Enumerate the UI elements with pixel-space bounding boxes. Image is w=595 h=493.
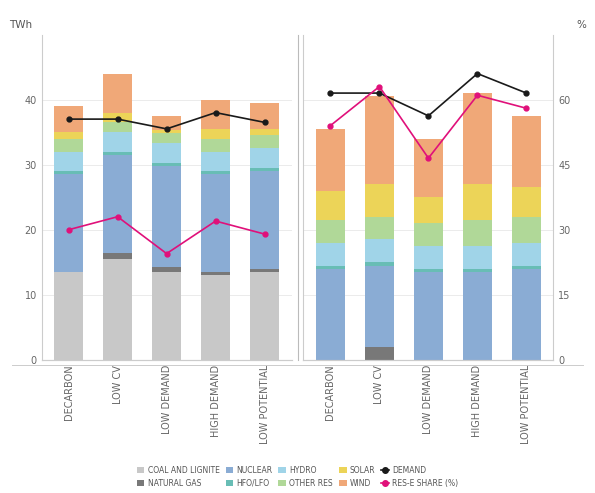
Bar	[414, 272, 443, 360]
Bar	[54, 132, 83, 139]
Bar	[54, 152, 83, 171]
Bar	[365, 184, 394, 217]
Bar	[463, 220, 492, 246]
Bar	[463, 269, 492, 272]
Bar	[152, 166, 181, 267]
Bar	[365, 262, 394, 266]
Bar	[365, 96, 394, 184]
Bar	[414, 139, 443, 197]
Bar	[365, 266, 394, 347]
Bar	[152, 143, 181, 163]
Bar	[414, 197, 443, 223]
Bar	[316, 243, 345, 266]
Bar	[54, 175, 83, 272]
Bar	[201, 275, 230, 360]
Bar	[512, 187, 541, 217]
Bar	[152, 267, 181, 272]
Bar	[152, 272, 181, 360]
Bar	[365, 217, 394, 240]
Bar	[250, 103, 279, 129]
Bar	[152, 116, 181, 130]
Bar	[250, 171, 279, 269]
Bar	[316, 269, 345, 360]
Bar	[201, 152, 230, 171]
Bar	[463, 246, 492, 269]
Bar	[103, 259, 132, 360]
Bar	[365, 240, 394, 262]
Bar	[414, 269, 443, 272]
Bar	[201, 100, 230, 129]
Bar	[201, 171, 230, 175]
Bar	[103, 112, 132, 122]
Text: TWh: TWh	[9, 20, 32, 30]
Bar	[54, 171, 83, 175]
Bar	[201, 272, 230, 275]
Bar	[316, 191, 345, 220]
Bar	[250, 272, 279, 360]
Bar	[54, 272, 83, 360]
Bar	[54, 139, 83, 152]
Bar	[201, 129, 230, 139]
Bar	[250, 168, 279, 171]
Bar	[103, 122, 132, 132]
Bar	[103, 132, 132, 152]
Bar	[250, 136, 279, 148]
Bar	[316, 266, 345, 269]
Bar	[152, 163, 181, 166]
Bar	[201, 175, 230, 272]
Bar	[103, 152, 132, 155]
Bar	[463, 184, 492, 220]
Bar	[201, 139, 230, 152]
Bar	[250, 129, 279, 136]
Bar	[316, 220, 345, 243]
Bar	[103, 252, 132, 259]
Bar	[250, 148, 279, 168]
Bar	[103, 155, 132, 252]
Bar	[512, 266, 541, 269]
Bar	[316, 129, 345, 191]
Bar	[414, 223, 443, 246]
Bar	[152, 134, 181, 143]
Bar	[512, 243, 541, 266]
Bar	[512, 116, 541, 187]
Bar	[365, 347, 394, 360]
Text: %: %	[576, 20, 586, 30]
Bar	[414, 246, 443, 269]
Bar	[54, 106, 83, 132]
Bar	[463, 93, 492, 184]
Bar	[103, 73, 132, 112]
Bar	[512, 269, 541, 360]
Bar	[512, 217, 541, 243]
Bar	[152, 130, 181, 134]
Bar	[250, 269, 279, 272]
Bar	[463, 272, 492, 360]
Legend: COAL AND LIGNITE, NATURAL GAS, NUCLEAR, HFO/LFO, HYDRO, OTHER RES, SOLAR, WIND, : COAL AND LIGNITE, NATURAL GAS, NUCLEAR, …	[135, 464, 460, 489]
